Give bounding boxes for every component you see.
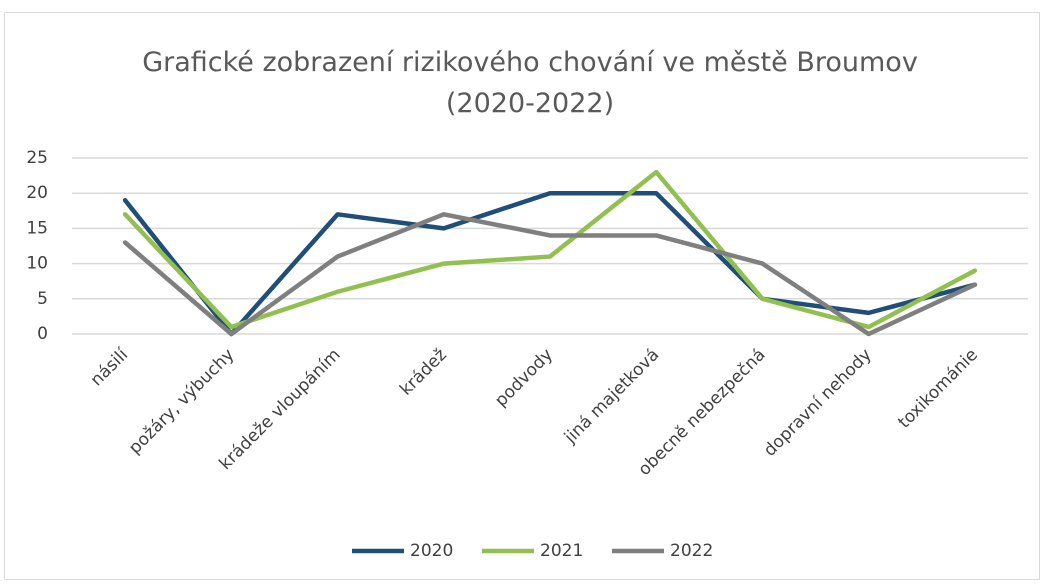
x-tick-label: požáry, výbuchy bbox=[125, 345, 238, 458]
x-tick-label: násilí bbox=[87, 344, 133, 390]
x-tick-label: krádež bbox=[396, 345, 451, 400]
y-tick-label: 0 bbox=[37, 324, 48, 344]
y-tick-label: 25 bbox=[26, 148, 48, 168]
legend-label: 2020 bbox=[410, 541, 453, 561]
x-tick-label: toxikománie bbox=[894, 345, 982, 433]
y-tick-label: 20 bbox=[26, 183, 48, 203]
chart-title: Grafické zobrazení rizikového chování ve… bbox=[142, 47, 918, 119]
y-tick-label: 15 bbox=[26, 218, 48, 238]
x-tick-label: dopravní nehody bbox=[760, 345, 876, 461]
y-tick-label: 5 bbox=[37, 289, 48, 309]
series-line bbox=[122, 212, 978, 337]
legend-label: 2022 bbox=[670, 541, 713, 561]
x-tick-label: krádeže vloupáním bbox=[216, 345, 345, 474]
y-tick-label: 10 bbox=[26, 254, 48, 274]
x-tick-label: jiná majetková bbox=[560, 345, 663, 448]
chart-frame bbox=[4, 12, 1040, 580]
x-tick-label: podvody bbox=[491, 345, 557, 411]
series-line bbox=[122, 169, 978, 330]
legend-label: 2021 bbox=[540, 541, 583, 561]
